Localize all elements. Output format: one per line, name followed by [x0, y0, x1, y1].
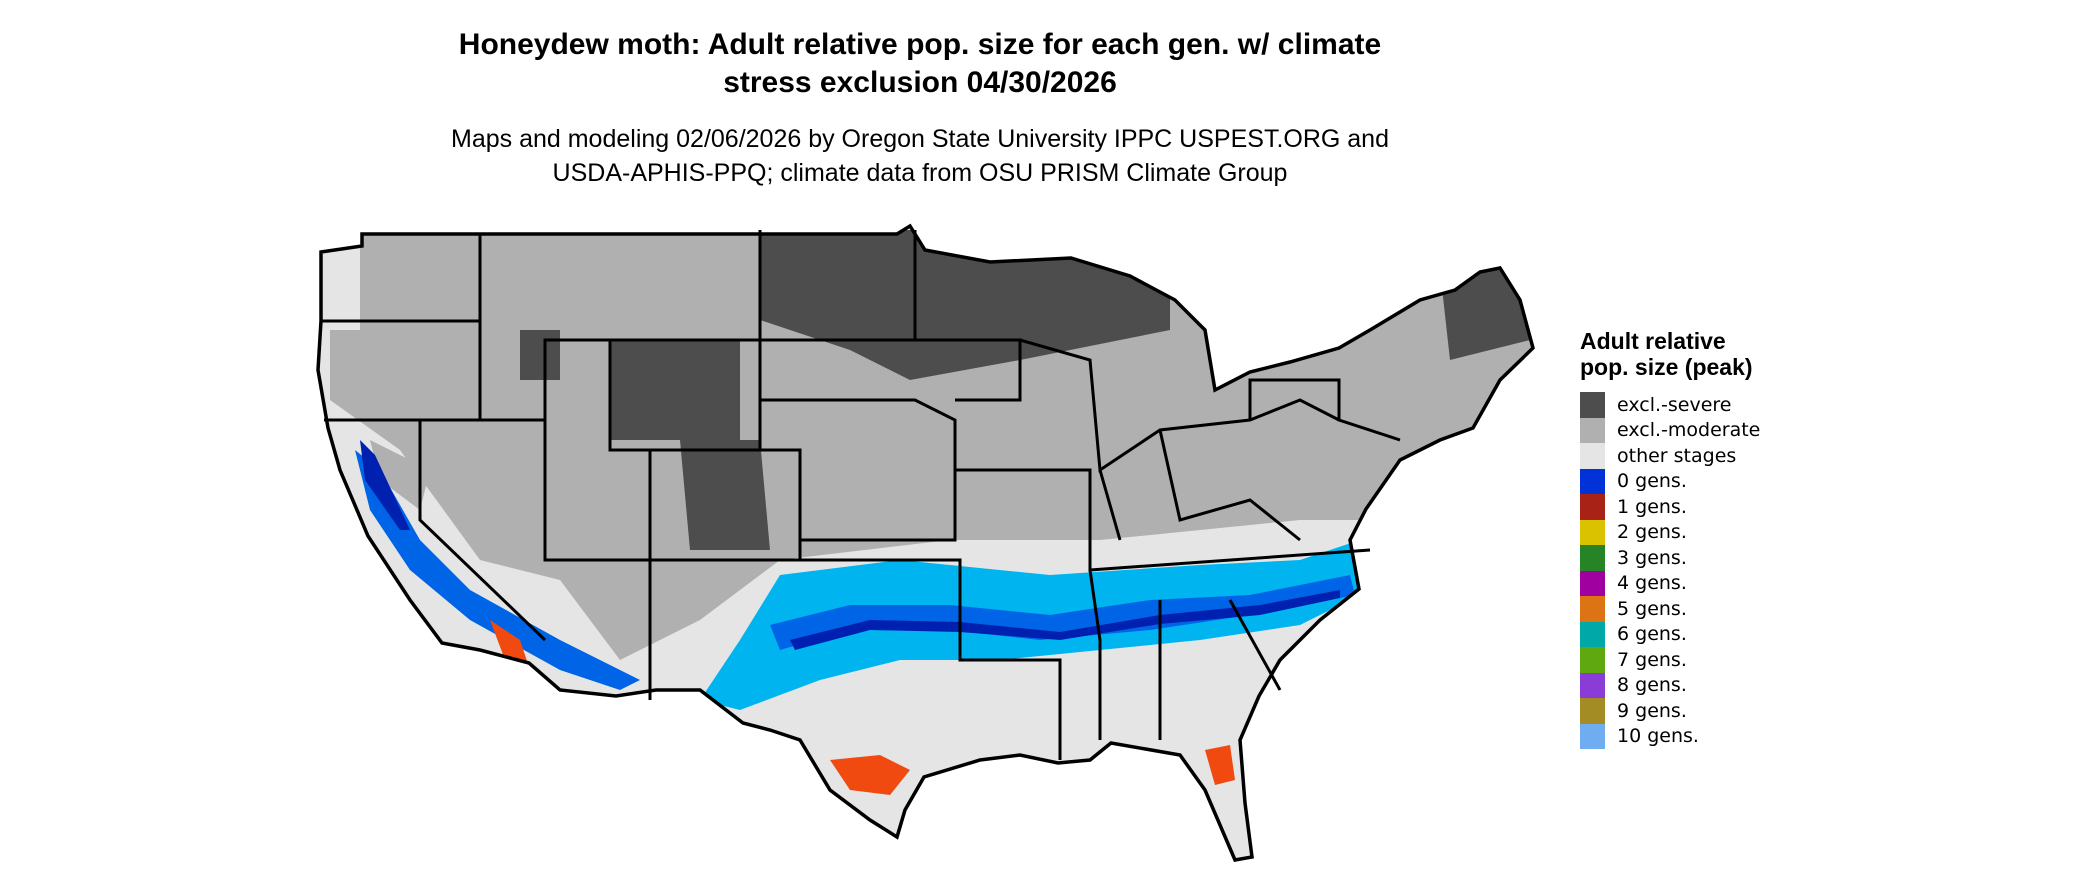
legend-item: 4 gens.	[1580, 570, 1780, 596]
legend: Adult relative pop. size (peak) excl.-se…	[1580, 328, 1780, 749]
legend-label: other stages	[1617, 444, 1737, 467]
legend-item: 3 gens.	[1580, 545, 1780, 571]
region-orange-az	[490, 620, 530, 670]
map-subtitle: Maps and modeling 02/06/2026 by Oregon S…	[300, 122, 1540, 190]
legend-swatch	[1580, 723, 1605, 749]
region-excl-severe-north	[760, 230, 1170, 380]
legend-label: 5 gens.	[1617, 597, 1687, 620]
legend-swatch	[1580, 596, 1605, 622]
legend-item: 2 gens.	[1580, 519, 1780, 545]
legend-swatch	[1580, 545, 1605, 571]
legend-items: excl.-severe excl.-moderate other stages 0 …	[1580, 392, 1780, 749]
state-borders	[321, 230, 1401, 760]
legend-item: 8 gens.	[1580, 672, 1780, 698]
legend-label: 1 gens.	[1617, 495, 1687, 518]
legend-item: 7 gens.	[1580, 647, 1780, 673]
legend-item: 1 gens.	[1580, 494, 1780, 520]
legend-item: 5 gens.	[1580, 596, 1780, 622]
region-excl-severe-me	[1440, 270, 1530, 360]
legend-swatch	[1580, 443, 1605, 469]
legend-item: 9 gens.	[1580, 698, 1780, 724]
region-blue-west-core	[360, 440, 410, 530]
legend-label: 7 gens.	[1617, 648, 1687, 671]
legend-swatch	[1580, 621, 1605, 647]
legend-swatch	[1580, 494, 1605, 520]
legend-swatch	[1580, 647, 1605, 673]
legend-label: 10 gens.	[1617, 725, 1699, 748]
legend-label: 9 gens.	[1617, 699, 1687, 722]
legend-label: 3 gens.	[1617, 546, 1687, 569]
title-line-1: Honeydew moth: Adult relative pop. size …	[458, 28, 1382, 61]
map-title: Honeydew moth: Adult relative pop. size …	[300, 26, 1540, 102]
subtitle-line-2: USDA-APHIS-PPQ; climate data from OSU PR…	[552, 159, 1288, 187]
region-blue-band-core	[790, 590, 1340, 650]
legend-label: 2 gens.	[1617, 521, 1687, 544]
legend-title: Adult relative pop. size (peak)	[1580, 328, 1753, 380]
legend-item: 0 gens.	[1580, 468, 1780, 494]
legend-label: 4 gens.	[1617, 572, 1687, 595]
region-orange-tx	[830, 755, 910, 795]
legend-label: 0 gens.	[1617, 470, 1687, 493]
region-blue-west	[355, 450, 640, 690]
legend-label: excl.-severe	[1617, 393, 1732, 416]
legend-label: excl.-moderate	[1617, 419, 1761, 442]
region-excl-moderate-ca	[370, 440, 430, 510]
legend-item: 10 gens.	[1580, 723, 1780, 749]
legend-swatch	[1580, 392, 1605, 418]
region-excl-severe-co	[680, 440, 770, 550]
legend-swatch	[1580, 519, 1605, 545]
legend-label: 8 gens.	[1617, 674, 1687, 697]
legend-swatch	[1580, 672, 1605, 698]
legend-swatch	[1580, 698, 1605, 724]
subtitle-line-1: Maps and modeling 02/06/2026 by Oregon S…	[451, 125, 1389, 153]
legend-swatch	[1580, 570, 1605, 596]
legend-item: other stages	[1580, 443, 1780, 469]
region-excl-moderate-nw	[430, 230, 690, 300]
legend-item: excl.-moderate	[1580, 417, 1780, 443]
legend-swatch	[1580, 417, 1605, 443]
legend-label: 6 gens.	[1617, 623, 1687, 646]
legend-item: 6 gens.	[1580, 621, 1780, 647]
legend-item: excl.-severe	[1580, 392, 1780, 418]
region-orange-fl	[1205, 745, 1235, 785]
region-excl-severe-id	[520, 330, 560, 380]
legend-swatch	[1580, 468, 1605, 494]
region-excl-severe-wy	[610, 340, 740, 440]
title-line-2: stress exclusion 04/30/2026	[723, 66, 1117, 99]
